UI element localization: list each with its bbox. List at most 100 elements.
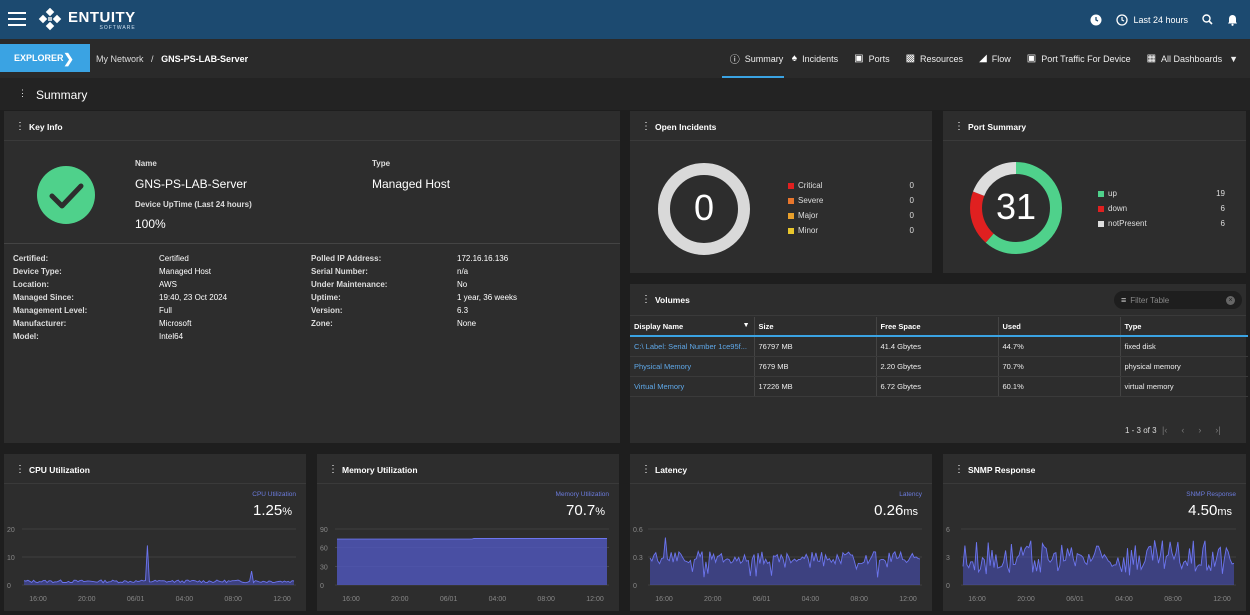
kv-label: Location: [13,280,49,289]
volumes-table: Display Name ▼ Size Free Space Used Type … [630,317,1248,397]
kebab-menu-icon[interactable]: ⋮ [641,464,651,475]
series-area [963,540,1234,585]
time-range-selector[interactable]: Last 24 hours [1116,13,1188,26]
bell-icon[interactable] [1227,14,1238,26]
tab-port-traffic[interactable]: ▣ Port Traffic For Device [1019,39,1139,78]
ports-up-arc [970,162,1062,254]
kebab-menu-icon[interactable]: ⋮ [18,88,27,98]
legend-item-minor[interactable]: Minor 0 [788,226,914,235]
logo-main-text: ENTUITY [68,8,136,26]
table-row[interactable]: Physical Memory 7679 MB 2.20 Gbytes 70.7… [630,356,1248,377]
column-header[interactable]: Used [998,317,1121,337]
x-tick-label: 12:00 [586,596,604,603]
pager-text: 1 - 3 of 3 [1125,426,1157,435]
first-page-icon[interactable]: |‹ [1162,425,1168,435]
volume-name-link[interactable]: Virtual Memory [630,376,755,397]
kv-value: 172.16.16.136 [457,254,509,263]
kebab-menu-icon[interactable]: ⋮ [954,121,964,132]
x-tick-label: 08:00 [1164,596,1182,603]
tab-all-dashboards[interactable]: ▦ All Dashboards ▼ [1139,39,1250,78]
value-unit: % [595,506,605,518]
key-info-left-list: Certified: Certified Device Type: Managed … [13,254,309,341]
x-tick-label: 06/01 [753,596,771,603]
next-page-icon[interactable]: › [1198,425,1202,435]
prev-page-icon[interactable]: ‹ [1181,425,1185,435]
open-incidents-title: Open Incidents [655,122,717,132]
legend-item-major[interactable]: Major 0 [788,211,914,220]
legend-item-down[interactable]: down 6 [1098,204,1225,213]
legend-item-severe[interactable]: Severe 0 [788,196,914,205]
legend-item-critical[interactable]: Critical 0 [788,181,914,190]
last-page-icon[interactable]: ›| [1215,425,1221,435]
legend-value: 6 [1220,204,1225,213]
bug-icon: ♠ [791,53,798,64]
value-number: 1.25 [253,502,283,519]
tab-flow[interactable]: ◢ Flow [971,39,1019,78]
type-label: Type [372,159,391,168]
legend-item-notpresent[interactable]: notPresent 6 [1098,219,1225,228]
value-unit: ms [903,506,918,518]
tab-ports-label: Ports [868,53,890,64]
legend-item-up[interactable]: up 19 [1098,189,1225,198]
kebab-menu-icon[interactable]: ⋮ [15,121,25,132]
up-swatch [1098,190,1104,197]
tab-resources-label: Resources [920,53,964,64]
chart-title: Memory Utilization [342,465,418,475]
tab-incidents[interactable]: ♠ Incidents [784,39,846,78]
top-bar: ENTUITY SOFTWARE Last 24 hours [0,0,1250,39]
search-icon[interactable] [1202,14,1213,25]
volumes-panel: ⋮ Volumes ≡ Filter Table × Display Name ▼ … [630,284,1248,443]
explorer-button[interactable]: EXPLORER ❯ [0,44,90,72]
volumes-title: Volumes [655,295,690,305]
filter-table-input[interactable]: ≡ Filter Table × [1114,291,1242,309]
table-cell: 2.20 Gbytes [876,356,999,377]
column-header[interactable]: Display Name ▼ [630,317,755,337]
caret-down-icon: ▼ [1229,53,1238,64]
column-header[interactable]: Type [1120,317,1248,337]
table-cell: 76797 MB [754,336,877,357]
page-title: Summary [36,88,88,102]
column-header[interactable]: Free Space [876,317,999,337]
volume-name-link[interactable]: Physical Memory [630,356,755,377]
value-unit: ms [1217,506,1232,518]
kv-label: Managed Since: [13,293,74,302]
legend-value: 0 [909,181,914,190]
history-icon[interactable] [1090,14,1102,26]
column-header[interactable]: Size [754,317,877,337]
volume-name-link[interactable]: C:\ Label: Serial Number 1ce95f... [630,336,755,357]
incidents-donut[interactable] [657,162,751,256]
kebab-menu-icon[interactable]: ⋮ [328,464,338,475]
x-tick-label: 08:00 [850,596,868,603]
legend-label: Minor [798,226,819,235]
table-row[interactable]: C:\ Label: Serial Number 1ce95f... 76797… [630,336,1248,357]
clear-icon[interactable]: × [1226,295,1235,305]
table-cell: 44.7% [998,336,1121,357]
breadcrumb-root[interactable]: My Network [96,54,144,64]
kv-value: Full [159,306,172,315]
cpu-utilization-chart[interactable]: 20 10 0 16:00 20:00 06/01 04:00 08:00 12:00 [4,521,306,611]
logo[interactable]: ENTUITY SOFTWARE [38,8,136,32]
kebab-menu-icon[interactable]: ⋮ [15,464,25,475]
tab-summary[interactable]: ⓘ Summary [721,39,784,78]
tab-resources[interactable]: ▩ Resources [898,39,971,78]
legend-label: Severe [798,196,824,205]
kv-label: Model: [13,332,39,341]
y-tick-label: 0 [320,583,324,590]
kv-value: 19:40, 23 Oct 2024 [159,293,228,302]
snmp-response-chart[interactable]: 6 3 0 16:00 20:00 06/01 04:00 08:00 12:00 [943,521,1246,611]
kebab-menu-icon[interactable]: ⋮ [641,294,651,305]
legend-value: 6 [1220,219,1225,228]
kebab-menu-icon[interactable]: ⋮ [641,121,651,132]
breadcrumb-current: GNS-PS-LAB-Server [161,54,249,64]
latency-chart[interactable]: 0.6 0.3 0 16:00 20:00 06/01 04:00 08:00 12:00 [630,521,932,611]
memory-utilization-chart[interactable]: 90 60 30 0 16:00 20:00 06/01 04:00 08:00 12:00 [317,521,619,611]
open-incidents-panel: ⋮ Open Incidents 0 Critical 0 Severe 0 Majo… [630,111,932,273]
series-label: CPU Utilization [252,491,296,498]
tab-ports[interactable]: ▣ Ports [846,39,897,78]
kv-label: Serial Number: [311,267,368,276]
table-row[interactable]: Virtual Memory 17226 MB 6.72 Gbytes 60.1… [630,376,1248,397]
ports-donut[interactable] [969,161,1063,255]
x-tick-label: 04:00 [489,596,507,603]
kebab-menu-icon[interactable]: ⋮ [954,464,964,475]
menu-icon[interactable] [8,12,26,26]
